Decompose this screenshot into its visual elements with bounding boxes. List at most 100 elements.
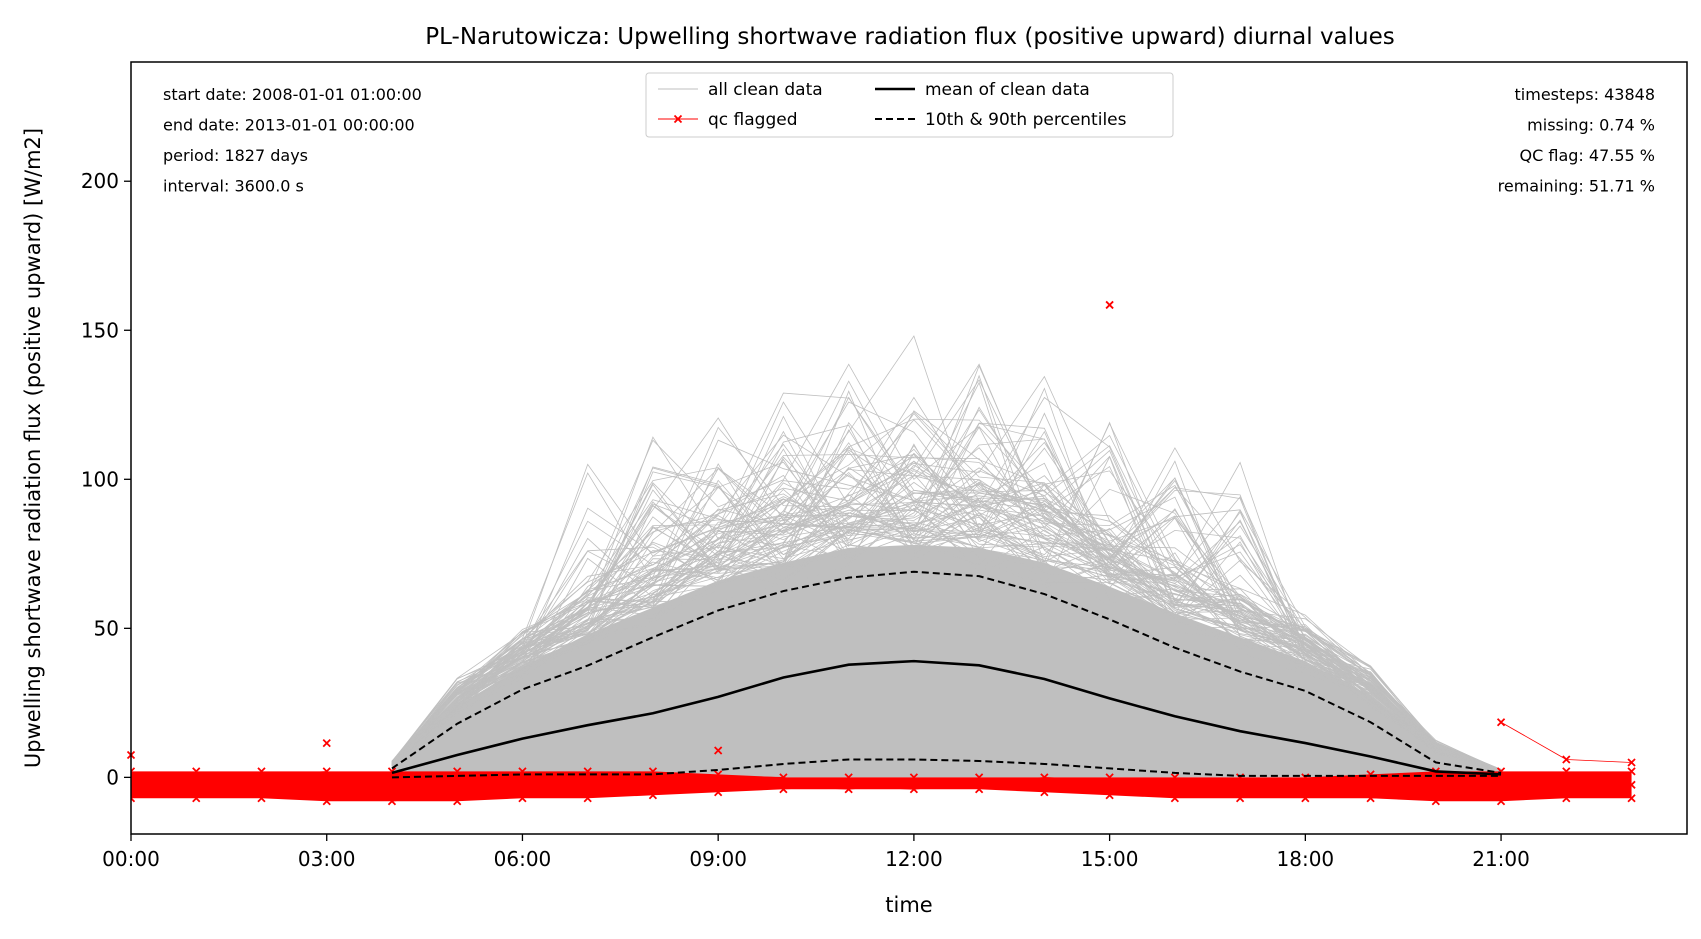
qc-marker [1627, 780, 1636, 789]
qc-outlier-marker [1562, 755, 1571, 764]
qc-marker [131, 780, 136, 789]
qc-marker [714, 770, 723, 779]
legend-swatch-marker [673, 114, 683, 124]
x-tick-label: 21:00 [1472, 847, 1530, 871]
legend-entry: all clean data [658, 80, 823, 100]
qc-marker [909, 779, 919, 788]
legend: all clean data qc flagged mean of clean da… [645, 72, 1174, 138]
qc-marker [192, 794, 201, 803]
y-tick-label: 100 [81, 467, 119, 491]
qc-marker [1496, 782, 1506, 791]
clean-trace [391, 474, 1502, 772]
qc-marker [1170, 783, 1179, 792]
qc-outlier-marker [714, 746, 723, 755]
x-tick-label: 12:00 [885, 847, 943, 871]
clean-trace [391, 381, 1502, 771]
qc-marker [1301, 794, 1310, 803]
qc-marker [453, 767, 462, 776]
qc-marker [1366, 794, 1375, 803]
qc-marker [453, 782, 462, 791]
qc-marker [453, 797, 462, 806]
qc-marker [648, 779, 658, 788]
percentile-10-line [391, 758, 1502, 779]
qc-marker [714, 779, 723, 788]
qc-trace [131, 773, 1632, 801]
clean-trace [391, 504, 1502, 772]
overlays [126, 300, 1636, 779]
qc-outlier-marker [322, 738, 331, 748]
y-tick-label: 50 [94, 616, 119, 640]
qc-trace [131, 771, 1632, 801]
x-tick-label: 06:00 [494, 847, 552, 871]
y-tick-label: 150 [81, 318, 119, 342]
clean-trace [391, 488, 1502, 772]
clean-trace [391, 467, 1502, 770]
clean-trace [391, 479, 1502, 771]
legend-label: all clean data [708, 80, 823, 100]
qc-marker [974, 773, 984, 782]
qc-marker [714, 788, 723, 797]
stats-right: timesteps: 43848 missing: 0.74 % QC flag: … [1498, 85, 1655, 196]
mean-line [391, 659, 1502, 776]
y-tick-label: 200 [81, 169, 119, 193]
qc-trace [131, 771, 1632, 796]
clean-trace [391, 418, 1502, 771]
clean-trace [391, 456, 1502, 771]
qc-marker [909, 773, 919, 782]
qc-marker [387, 782, 397, 791]
qc-marker [1562, 780, 1571, 789]
clean-trace [391, 363, 1502, 772]
clean-trace [391, 396, 1502, 772]
qc-marker [1366, 782, 1375, 791]
x-tick-label: 09:00 [689, 847, 747, 871]
legend-entry: 10th & 90th percentiles [875, 110, 1127, 130]
qc-marker [1562, 794, 1571, 803]
qc-marker [1431, 782, 1440, 791]
x-tick-label: 03:00 [298, 847, 356, 871]
qc-marker [1235, 783, 1245, 792]
qc-marker [1105, 782, 1114, 791]
qc-outlier-marker [1627, 758, 1636, 767]
clean-trace [391, 529, 1502, 771]
stat-left-text: interval: 3600.0 s [163, 177, 304, 196]
stat-right-text: missing: 0.74 % [1527, 116, 1655, 135]
qc-marker [131, 767, 136, 776]
qc-marker [844, 779, 853, 788]
x-tick-label: 00:00 [102, 847, 160, 871]
chart-title: PL-Narutowicza: Upwelling shortwave radi… [425, 24, 1395, 50]
stat-left-text: end date: 2013-01-01 00:00:00 [163, 116, 415, 135]
qc-marker [131, 794, 136, 803]
clean-trace [391, 409, 1502, 771]
qc-marker [844, 785, 853, 794]
qc-marker [322, 767, 331, 776]
series-qc-flagged [131, 767, 1636, 806]
qc-trace [131, 771, 1632, 799]
legend-label: qc flagged [708, 110, 798, 130]
qc-marker [257, 780, 266, 789]
stats-left: start date: 2008-01-01 01:00:00 end date:… [163, 85, 422, 196]
qc-marker [1431, 797, 1440, 806]
qc-marker [844, 773, 853, 782]
qc-trace [131, 772, 1632, 797]
qc-marker [1627, 767, 1636, 776]
qc-marker [518, 794, 527, 803]
qc-marker [257, 794, 266, 803]
qc-marker [322, 797, 331, 806]
qc-marker [1040, 788, 1049, 797]
qc-outlier-link [1500, 721, 1567, 760]
qc-marker [387, 767, 397, 776]
plot-area [131, 335, 1636, 806]
y-axis-label: Upwelling shortwave radiation flux (posi… [21, 128, 45, 768]
qc-marker [909, 785, 919, 794]
x-axis-label: time [885, 893, 932, 917]
qc-marker [1105, 791, 1114, 800]
qc-marker [779, 779, 788, 788]
percentile-90-line [391, 570, 1502, 774]
qc-marker [1040, 780, 1049, 789]
clean-trace [391, 523, 1502, 771]
qc-outliers [126, 300, 1636, 767]
clean-trace [391, 445, 1502, 771]
qc-marker [257, 767, 266, 776]
qc-marker [974, 785, 984, 794]
